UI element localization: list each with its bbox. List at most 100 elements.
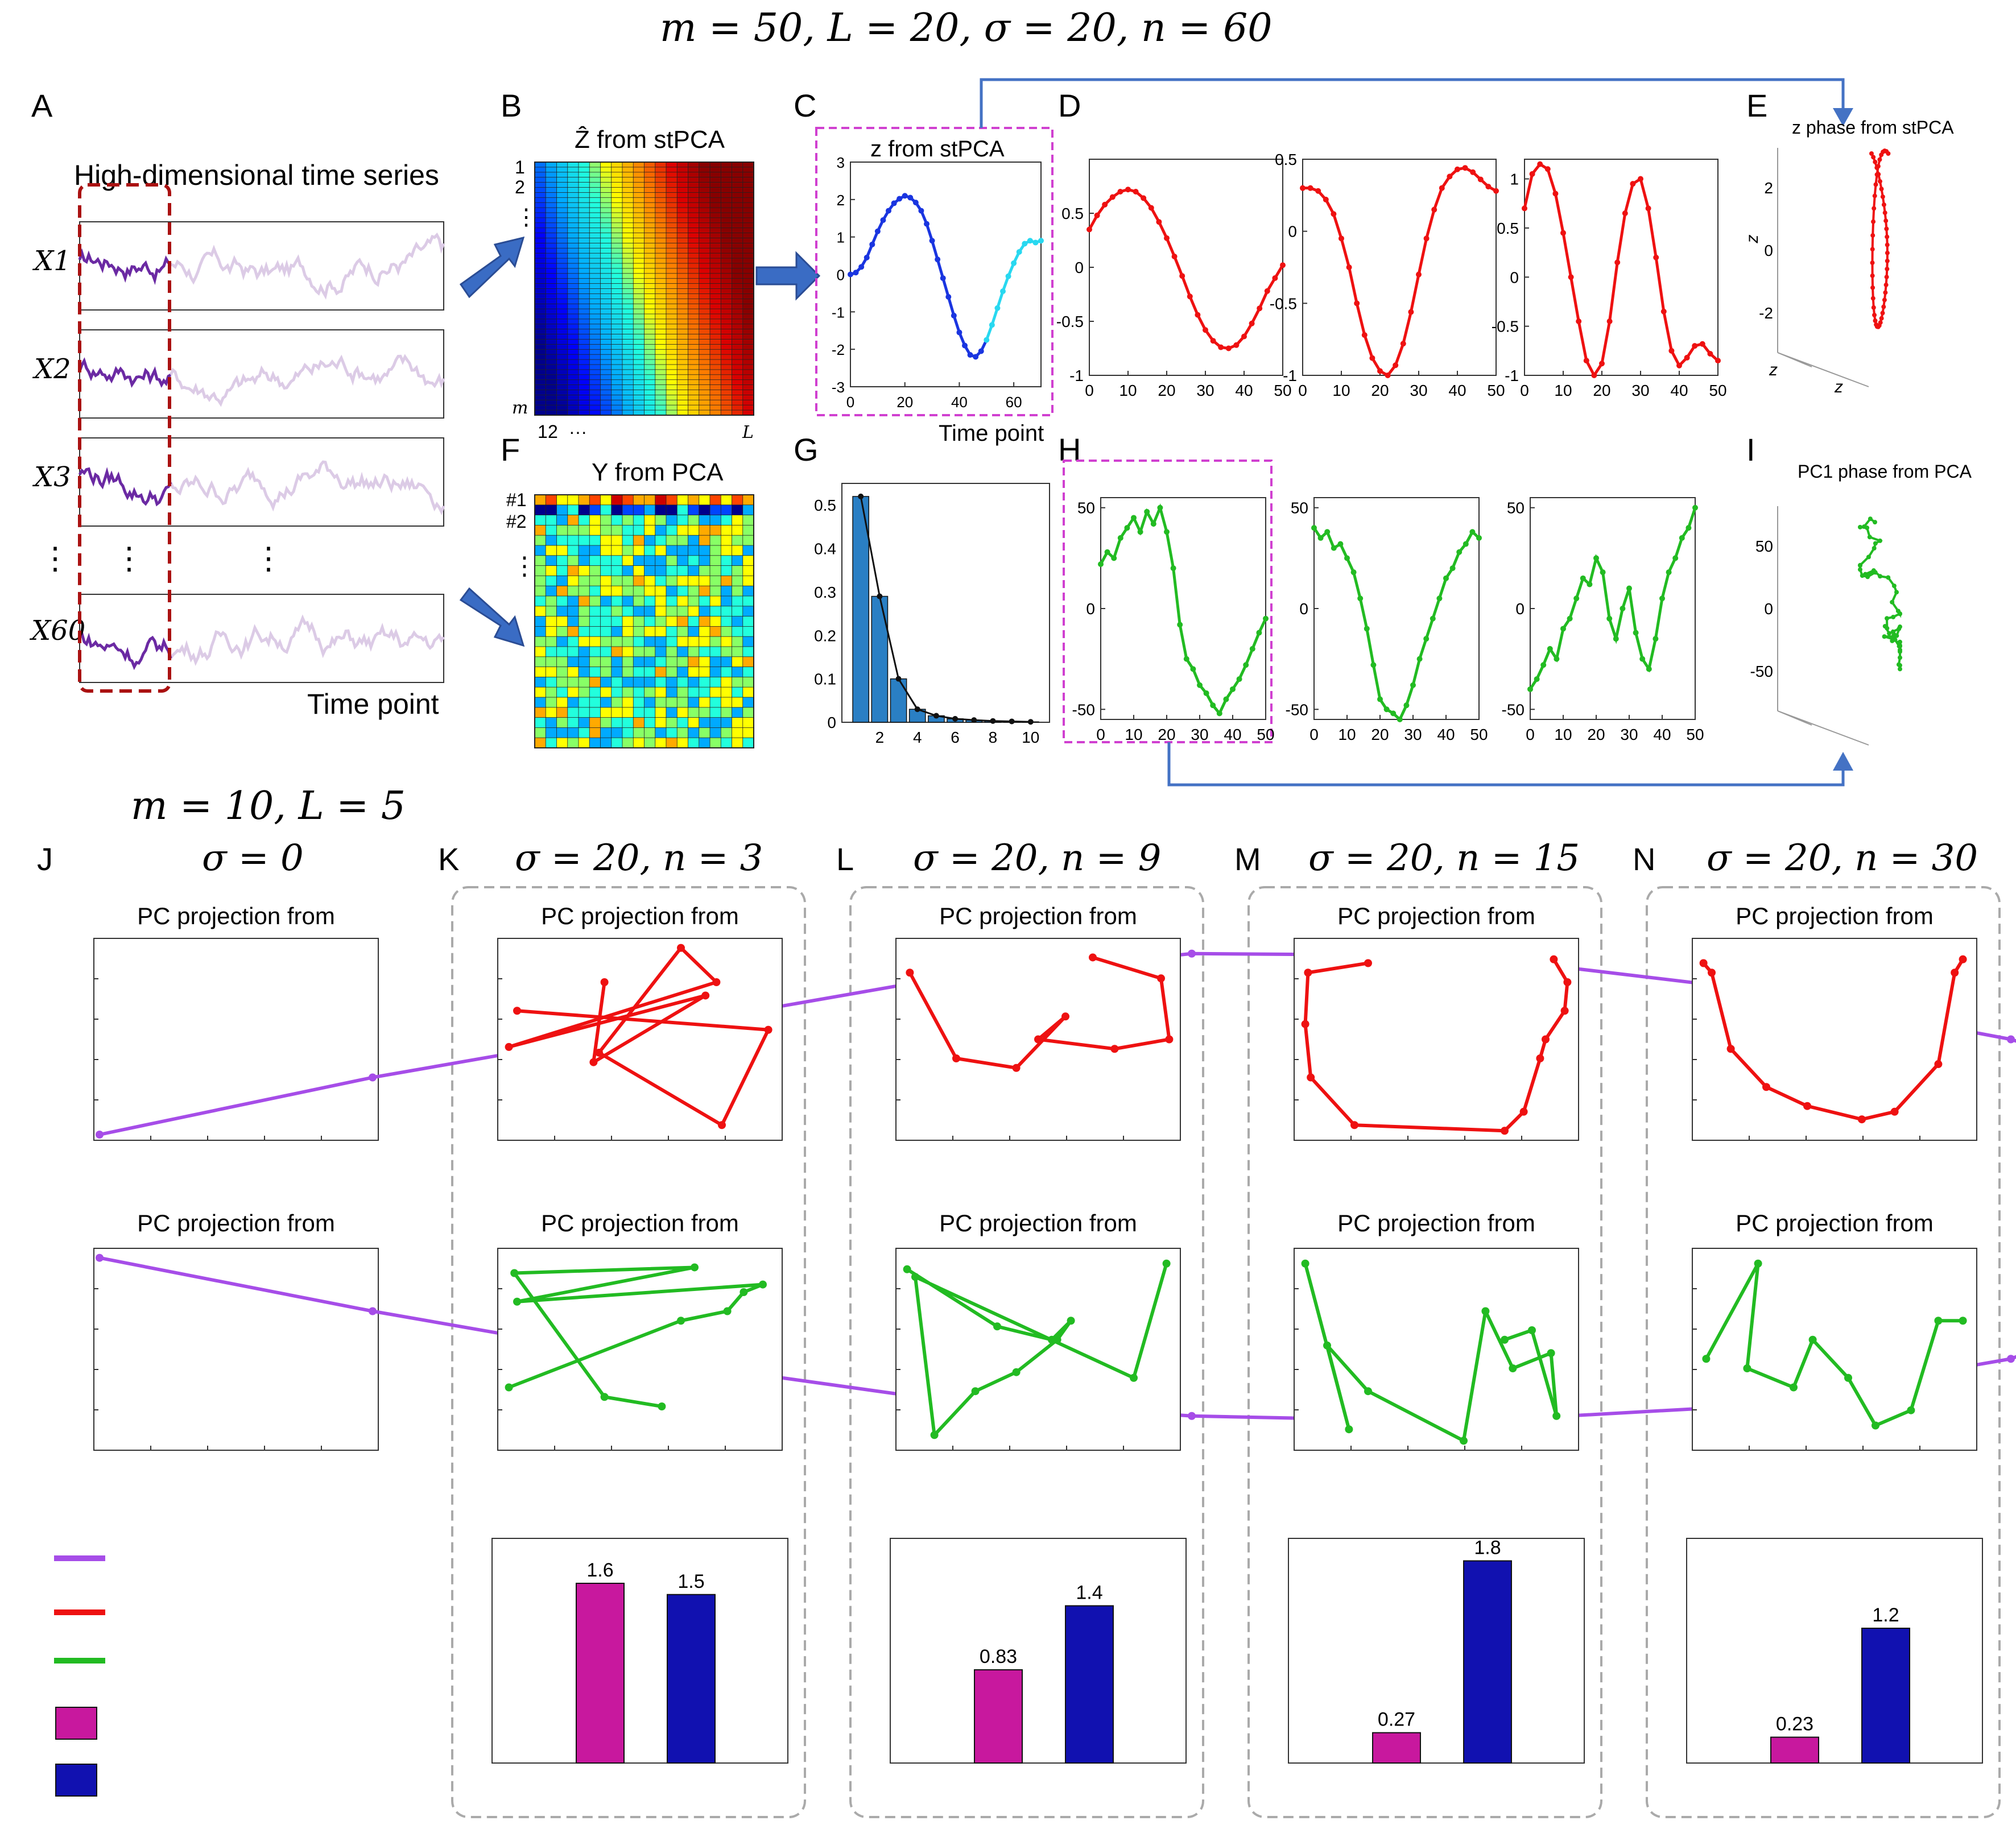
panel-k-pcfd-bar-stpca	[576, 1583, 625, 1764]
heat-cell	[720, 369, 733, 375]
heat-cell	[709, 344, 722, 350]
heat-cell	[699, 253, 710, 259]
heat-cell	[688, 515, 700, 526]
panel-d1-point-13	[1187, 293, 1193, 300]
heat-cell	[622, 384, 634, 391]
panel-d3-point-20	[1676, 362, 1682, 369]
panel-n-pcfd-value-stpca: 0.23	[1776, 1714, 1813, 1735]
panel-n-stpca-point-7	[1934, 1060, 1943, 1069]
heat-cell	[556, 242, 568, 249]
heat-cell	[556, 535, 568, 546]
connectors	[980, 78, 1853, 787]
heat-cell	[611, 273, 623, 279]
panel-g-point-4	[933, 713, 939, 719]
heat-cell	[720, 636, 733, 647]
heat-cell	[578, 525, 590, 536]
panel-k-stpca-point-1	[764, 1025, 772, 1034]
heat-cell	[589, 233, 601, 239]
panel-h1-point-12	[1177, 622, 1183, 628]
heat-cell	[567, 268, 579, 274]
heat-cell	[578, 707, 590, 718]
heat-cell	[622, 233, 634, 239]
heat-cell	[600, 222, 612, 229]
heat-cell	[644, 253, 656, 259]
bottom-plots: PC projection from PC projection from PC…	[93, 903, 2016, 1764]
heat-cell	[655, 227, 667, 234]
heat-cell	[709, 339, 722, 345]
heat-cell	[666, 515, 678, 526]
panel-n-stpca-point-3	[1762, 1083, 1770, 1091]
heat-cell	[545, 667, 557, 678]
heat-cell	[720, 212, 733, 218]
heat-cell	[589, 399, 601, 406]
heat-cell	[666, 395, 678, 401]
heat-cell	[611, 167, 623, 173]
heat-cell	[688, 197, 700, 204]
heat-cell	[611, 404, 623, 411]
heat-cell	[578, 253, 590, 259]
heat-cell	[644, 207, 656, 213]
heat-cell	[600, 162, 612, 168]
heat-cell	[732, 268, 743, 274]
panel-d1-point-10	[1164, 235, 1170, 241]
heat-cell	[600, 227, 612, 234]
heat-cell	[611, 545, 623, 556]
heat-cell	[676, 399, 689, 406]
heat-cell	[545, 399, 557, 406]
heat-cell	[556, 349, 568, 355]
heat-cell	[567, 717, 579, 729]
heat-cell	[578, 242, 590, 249]
heat-cell	[644, 303, 656, 310]
heat-cell	[611, 313, 623, 320]
panel-l-pca-point-1	[993, 1322, 1001, 1331]
heat-cell	[720, 404, 733, 411]
panel-k-group-box	[451, 886, 806, 1818]
heat-cell	[742, 167, 754, 173]
heat-cell	[732, 535, 743, 546]
heat-cell	[567, 233, 579, 239]
panel-e-ylabel: z	[1769, 361, 1778, 379]
heat-cell	[666, 626, 678, 638]
heat-cell	[655, 177, 667, 183]
heat-cell	[699, 247, 710, 254]
panel-k-pca-point-4	[759, 1280, 767, 1289]
heat-cell	[709, 212, 722, 218]
heat-cell	[688, 354, 700, 361]
panel-h2-ytick-label-1: 0	[1299, 600, 1308, 618]
heat-cell	[611, 656, 623, 668]
panel-c-point-33	[1027, 238, 1033, 244]
heat-cell	[578, 585, 590, 597]
heat-cell	[655, 313, 667, 320]
panel-h2-point-15	[1410, 682, 1416, 688]
heat-cell	[742, 515, 754, 526]
panel-g-point-0	[858, 493, 864, 499]
heat-cell	[699, 737, 710, 748]
panel-d2-point-16	[1423, 235, 1430, 242]
panel-k-pcfd-value-pca: 1.5	[677, 1571, 704, 1592]
heat-cell	[709, 207, 722, 213]
heat-cell	[688, 212, 700, 218]
heat-cell	[699, 278, 710, 284]
panel-h1-point-24	[1256, 630, 1262, 636]
heat-cell	[556, 626, 568, 638]
panel-letter-d: D	[1058, 88, 1081, 123]
heat-cell	[720, 354, 733, 361]
heat-cell	[622, 318, 634, 325]
panel-b-title: Ẑ from stPCA	[575, 126, 725, 154]
heat-cell	[644, 238, 656, 244]
panel-b-heatmap	[534, 162, 754, 416]
heat-cell	[676, 217, 689, 224]
heat-cell	[742, 686, 754, 698]
heat-cell	[545, 339, 557, 345]
heat-cell	[720, 288, 733, 295]
heat-cell	[688, 273, 700, 279]
heat-cell	[732, 737, 743, 748]
panel-d3-point-8	[1583, 358, 1589, 364]
heat-cell	[622, 585, 634, 597]
heat-cell	[578, 404, 590, 411]
heat-cell	[655, 339, 667, 345]
heat-cell	[742, 585, 754, 597]
heat-cell	[534, 369, 547, 375]
heat-cell	[534, 616, 547, 627]
heat-cell	[622, 324, 634, 330]
